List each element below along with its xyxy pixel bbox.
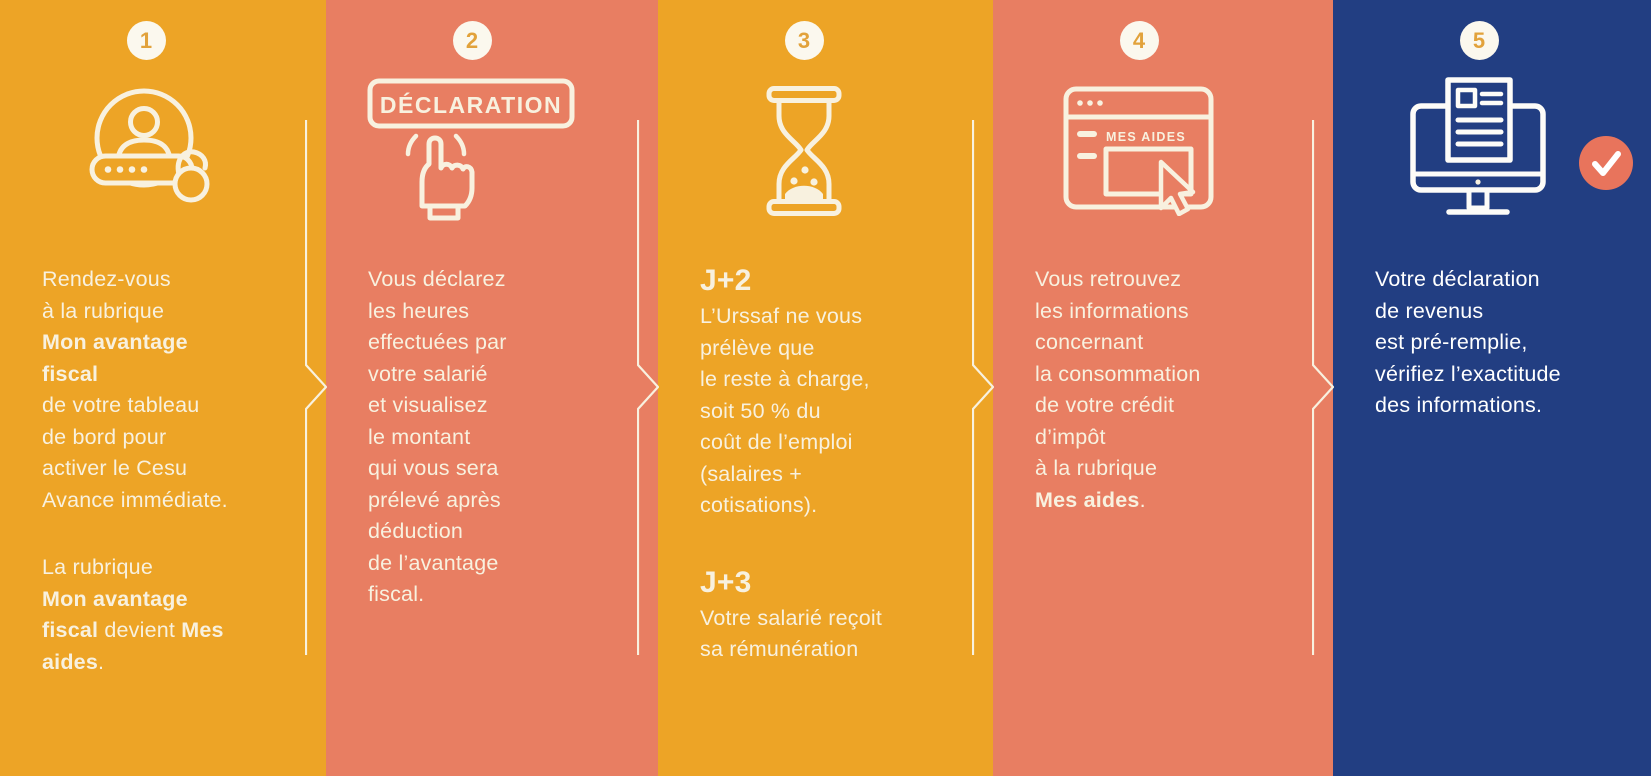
step-4-header: 4 MES AIDES <box>1033 0 1245 232</box>
step-number-badge: 4 <box>1119 21 1159 60</box>
step-number-badge: 3 <box>784 21 824 60</box>
step-paragraph: Vous retrouvez les informations concerna… <box>1035 267 1201 512</box>
step-paragraph: Vous déclarez les heures effectuées par … <box>368 267 507 606</box>
step-5-header: 5 <box>1373 0 1585 232</box>
step-paragraph: L’Urssaf ne vous prélève que le reste à … <box>700 304 870 517</box>
step-paragraph: La rubrique Mon avantage fiscal devient … <box>42 555 224 674</box>
account-login-icon <box>70 70 222 232</box>
step-2-panel: 2 DÉCLARATION Vous déclarez les heures e… <box>326 0 658 776</box>
step-2-header: 2 DÉCLARATION <box>366 0 578 232</box>
step-1-text: Rendez-vous à la rubrique Mon avantage f… <box>42 264 304 678</box>
step-number-badge: 1 <box>126 21 166 60</box>
step-3-header: 3 <box>698 0 910 232</box>
step-number-badge: 2 <box>452 21 492 60</box>
declaration-click-icon: DÉCLARATION <box>366 70 578 232</box>
declaration-button-label: DÉCLARATION <box>380 91 562 118</box>
step-number-badge: 5 <box>1459 21 1499 60</box>
step-paragraph: Votre salarié reçoit sa rémunération <box>700 605 883 662</box>
step-5-panel: 5 Votre déclaration de reve <box>1333 0 1651 776</box>
mes-aides-label: MES AIDES <box>1106 130 1186 144</box>
mes-aides-window-icon: MES AIDES <box>1063 70 1215 232</box>
step-paragraph: Rendez-vous à la rubrique Mon avantage f… <box>42 267 228 512</box>
step-3-panel: 3 J+2 L’Urssaf ne vous prélève que le res… <box>658 0 993 776</box>
step-5-text: Votre déclaration de revenus est pré-rem… <box>1375 264 1637 422</box>
step-paragraph: Votre déclaration de revenus est pré-rem… <box>1375 267 1561 417</box>
hourglass-icon <box>761 70 847 232</box>
step-2-text: Vous déclarez les heures effectuées par … <box>368 264 630 611</box>
step-3-text: J+2 L’Urssaf ne vous prélève que le reste… <box>700 264 962 666</box>
step-1-panel: 1 Rendez-vous à la rubrique Mon avantage… <box>0 0 326 776</box>
step-4-text: Vous retrouvez les informations concerna… <box>1035 264 1297 516</box>
step-heading: J+3 <box>700 565 752 599</box>
step-1-header: 1 <box>40 0 252 232</box>
monitor-declaration-icon <box>1403 70 1555 232</box>
step-heading: J+2 <box>700 264 752 297</box>
step-4-panel: 4 MES AIDES Vous retrouvez les informati… <box>993 0 1333 776</box>
check-badge <box>1579 136 1633 190</box>
